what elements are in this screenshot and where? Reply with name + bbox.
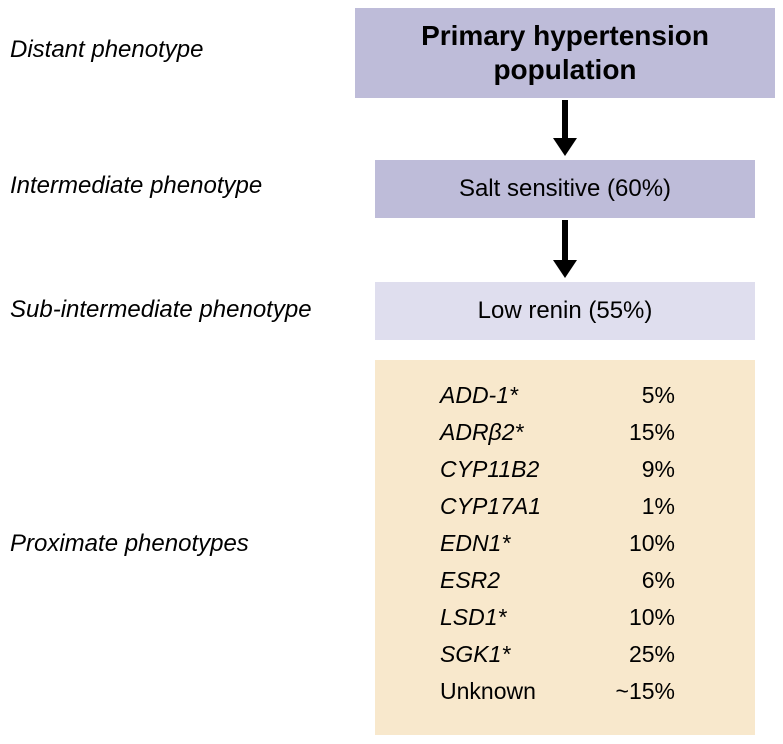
gene-table: ADD-1*5%ADRβ2*15%CYP11B29%CYP17A11%EDN1*… xyxy=(440,382,700,715)
gene-percentage: 9% xyxy=(585,456,675,483)
arrow-1-shaft xyxy=(562,100,568,138)
gene-row: SGK1*25% xyxy=(440,641,700,678)
arrow-1 xyxy=(545,100,585,156)
label-distant: Distant phenotype xyxy=(10,36,203,64)
gene-name: LSD1* xyxy=(440,604,585,631)
gene-row: EDN1*10% xyxy=(440,530,700,567)
arrow-2-shaft xyxy=(562,220,568,260)
box-sub-intermediate: Low renin (55%) xyxy=(375,282,755,340)
diagram-container: Distant phenotype Intermediate phenotype… xyxy=(0,0,783,744)
gene-percentage: 1% xyxy=(585,493,675,520)
gene-name: ADD-1* xyxy=(440,382,585,409)
gene-name: ADRβ2* xyxy=(440,419,585,446)
label-intermediate: Intermediate phenotype xyxy=(10,172,262,200)
gene-row: ESR26% xyxy=(440,567,700,604)
gene-percentage: 10% xyxy=(585,530,675,557)
gene-percentage: ~15% xyxy=(585,678,675,705)
gene-row: LSD1*10% xyxy=(440,604,700,641)
gene-percentage: 15% xyxy=(585,419,675,446)
gene-percentage: 10% xyxy=(585,604,675,631)
arrow-down-icon xyxy=(553,138,577,156)
gene-row: ADD-1*5% xyxy=(440,382,700,419)
arrow-down-icon xyxy=(553,260,577,278)
box-intermediate-text: Salt sensitive (60%) xyxy=(459,175,671,203)
gene-row: Unknown~15% xyxy=(440,678,700,715)
gene-name: CYP11B2 xyxy=(440,456,585,483)
gene-row: CYP11B29% xyxy=(440,456,700,493)
label-sub-intermediate: Sub-intermediate phenotype xyxy=(10,296,312,324)
gene-row: ADRβ2*15% xyxy=(440,419,700,456)
gene-name: CYP17A1 xyxy=(440,493,585,520)
label-proximate: Proximate phenotypes xyxy=(10,530,249,558)
gene-name: Unknown xyxy=(440,678,585,705)
box-distant: Primary hypertension population xyxy=(355,8,775,98)
gene-percentage: 5% xyxy=(585,382,675,409)
box-sub-intermediate-text: Low renin (55%) xyxy=(478,297,653,325)
gene-percentage: 25% xyxy=(585,641,675,668)
arrow-2 xyxy=(545,220,585,278)
gene-percentage: 6% xyxy=(585,567,675,594)
box-distant-line2: population xyxy=(493,53,636,87)
gene-name: EDN1* xyxy=(440,530,585,557)
gene-name: SGK1* xyxy=(440,641,585,668)
box-distant-line1: Primary hypertension xyxy=(421,19,709,53)
gene-name: ESR2 xyxy=(440,567,585,594)
gene-row: CYP17A11% xyxy=(440,493,700,530)
box-intermediate: Salt sensitive (60%) xyxy=(375,160,755,218)
